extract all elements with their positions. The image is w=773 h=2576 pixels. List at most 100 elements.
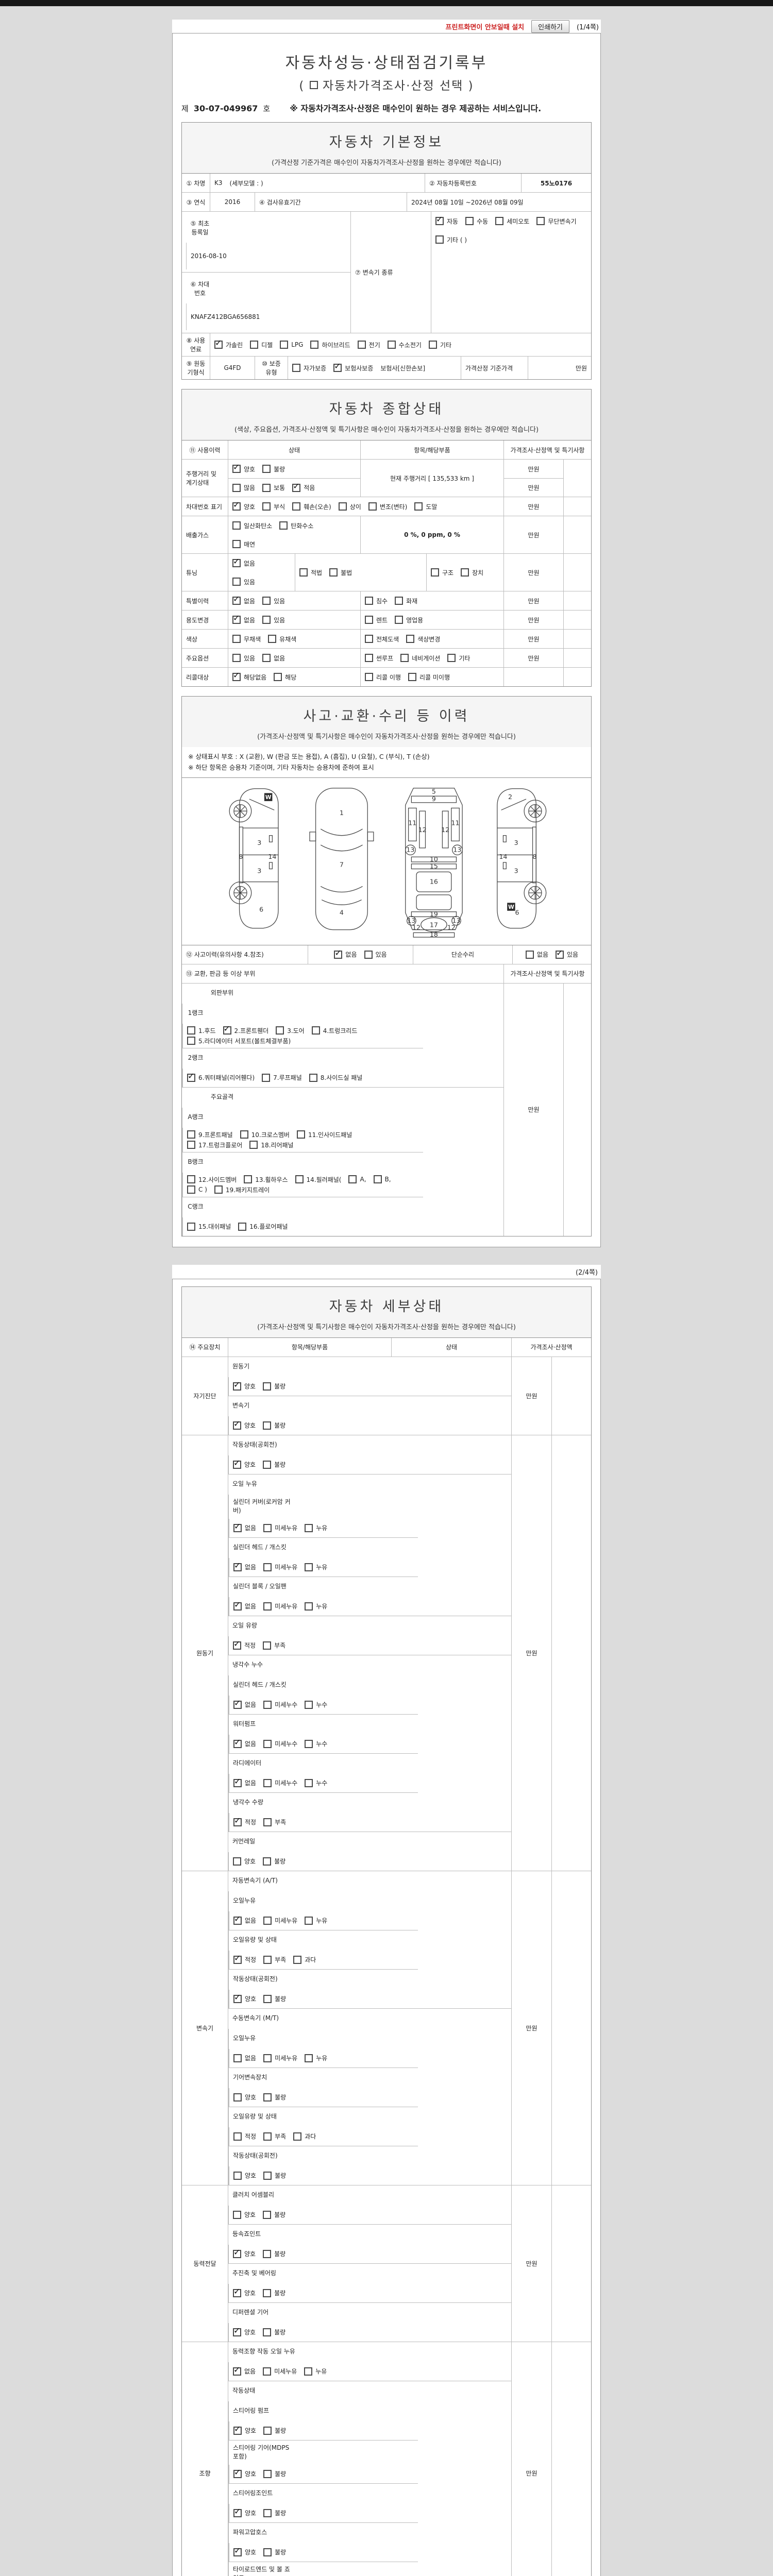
checkbox[interactable]: [536, 217, 545, 225]
checkbox[interactable]: [263, 1778, 272, 1787]
checkbox[interactable]: [435, 214, 444, 225]
price-select-checkbox[interactable]: [309, 81, 318, 89]
checkbox[interactable]: [280, 341, 289, 349]
checkbox[interactable]: [223, 1024, 231, 1035]
checkbox[interactable]: [263, 2093, 272, 2102]
checkbox[interactable]: [262, 465, 271, 473]
checkbox[interactable]: [263, 1916, 272, 1925]
checkbox[interactable]: [249, 1141, 258, 1149]
checkbox[interactable]: [305, 1602, 313, 1611]
checkbox[interactable]: [263, 2469, 272, 2478]
checkbox[interactable]: [263, 2210, 272, 2219]
checkbox[interactable]: [364, 950, 373, 959]
checkbox[interactable]: [293, 2132, 302, 2141]
checkbox[interactable]: [263, 1955, 272, 1964]
checkbox[interactable]: [233, 2546, 242, 2556]
checkbox[interactable]: [233, 2467, 242, 2478]
checkbox[interactable]: [233, 2247, 241, 2258]
checkbox[interactable]: [365, 654, 373, 662]
checkbox[interactable]: [262, 597, 271, 605]
checkbox[interactable]: [311, 1026, 320, 1035]
checkbox[interactable]: [279, 521, 288, 530]
checkbox[interactable]: [233, 1914, 242, 1925]
checkbox[interactable]: [263, 1818, 272, 1826]
checkbox[interactable]: [305, 1563, 313, 1571]
checkbox[interactable]: [233, 1380, 241, 1391]
checkbox[interactable]: [295, 1175, 304, 1183]
checkbox[interactable]: [232, 635, 241, 643]
checkbox[interactable]: [263, 1700, 272, 1709]
checkbox[interactable]: [357, 341, 366, 349]
checkbox[interactable]: [233, 1458, 241, 1469]
print-button[interactable]: 인쇄하기: [531, 20, 569, 33]
checkbox[interactable]: [263, 1994, 272, 2003]
checkbox[interactable]: [365, 635, 373, 643]
checkbox[interactable]: [304, 2367, 313, 2376]
checkbox[interactable]: [305, 2054, 313, 2062]
checkbox[interactable]: [263, 1382, 272, 1391]
checkbox[interactable]: [214, 338, 223, 349]
checkbox[interactable]: [299, 568, 308, 577]
checkbox[interactable]: [187, 1175, 195, 1183]
checkbox[interactable]: [187, 1130, 195, 1139]
checkbox[interactable]: [334, 948, 343, 959]
checkbox[interactable]: [233, 1857, 241, 1866]
checkbox[interactable]: [232, 594, 241, 605]
checkbox[interactable]: [187, 1071, 195, 1082]
checkbox[interactable]: [263, 1857, 272, 1866]
checkbox[interactable]: [233, 2326, 241, 2336]
checkbox[interactable]: [262, 502, 271, 511]
checkbox[interactable]: [214, 1185, 223, 1194]
checkbox[interactable]: [309, 1073, 317, 1082]
checkbox[interactable]: [400, 654, 409, 662]
checkbox[interactable]: [525, 950, 534, 959]
checkbox[interactable]: [233, 1561, 242, 1571]
checkbox[interactable]: [395, 616, 404, 624]
checkbox[interactable]: [263, 2426, 272, 2435]
checkbox[interactable]: [414, 502, 423, 511]
checkbox[interactable]: [233, 1816, 242, 1826]
checkbox[interactable]: [233, 2506, 242, 2517]
checkbox[interactable]: [373, 1175, 382, 1183]
checkbox[interactable]: [263, 1460, 272, 1469]
checkbox[interactable]: [233, 1419, 241, 1430]
checkbox[interactable]: [365, 673, 373, 681]
checkbox[interactable]: [263, 2548, 272, 2556]
checkbox[interactable]: [263, 1523, 272, 1532]
checkbox[interactable]: [428, 341, 437, 349]
checkbox[interactable]: [263, 2367, 272, 2376]
checkbox[interactable]: [262, 654, 271, 662]
checkbox[interactable]: [187, 1222, 195, 1231]
checkbox[interactable]: [263, 1602, 272, 1611]
checkbox[interactable]: [263, 1641, 272, 1650]
checkbox[interactable]: [232, 521, 241, 530]
checkbox[interactable]: [263, 2054, 272, 2062]
checkbox[interactable]: [232, 500, 241, 511]
checkbox[interactable]: [408, 673, 416, 681]
checkbox[interactable]: [348, 1175, 357, 1183]
checkbox[interactable]: [233, 2286, 241, 2297]
checkbox[interactable]: [232, 654, 241, 662]
checkbox[interactable]: [232, 556, 241, 567]
checkbox[interactable]: [232, 670, 241, 681]
checkbox[interactable]: [435, 235, 444, 244]
checkbox[interactable]: [232, 578, 241, 586]
checkbox[interactable]: [310, 341, 319, 349]
checkbox[interactable]: [305, 1916, 313, 1925]
checkbox[interactable]: [465, 217, 474, 225]
checkbox[interactable]: [338, 502, 347, 511]
checkbox[interactable]: [232, 613, 241, 624]
checkbox[interactable]: [233, 2210, 241, 2219]
checkbox[interactable]: [233, 1737, 242, 1748]
checkbox[interactable]: [406, 635, 415, 643]
checkbox[interactable]: [233, 2365, 241, 2376]
checkbox[interactable]: [233, 2054, 242, 2062]
checkbox[interactable]: [305, 1700, 313, 1709]
checkbox[interactable]: [240, 1130, 248, 1139]
checkbox[interactable]: [274, 673, 282, 681]
checkbox[interactable]: [387, 341, 396, 349]
checkbox[interactable]: [187, 1037, 195, 1045]
checkbox[interactable]: [263, 1563, 272, 1571]
checkbox[interactable]: [305, 1739, 313, 1748]
checkbox[interactable]: [233, 1698, 242, 1709]
